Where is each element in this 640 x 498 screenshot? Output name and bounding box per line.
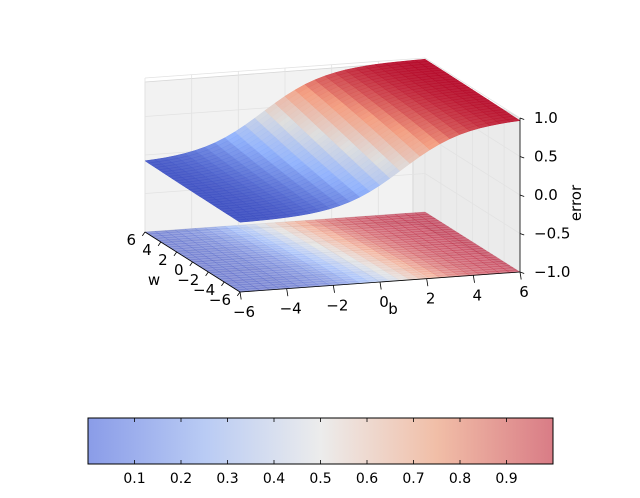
colorbar-tick-label: 0.1 [123,471,145,487]
x-tick [379,281,382,290]
y-tick [236,291,241,297]
y-tick [173,251,177,257]
y-tick-label: −2 [177,271,199,289]
colorbar-tick-label: 0.9 [495,471,517,487]
x-tick [332,285,335,293]
x-tick [239,291,242,300]
y-tick [189,261,193,267]
x-tick-label: −6 [233,303,255,321]
x-tick-label: −4 [280,300,302,318]
x-tick [472,275,475,283]
z-tick-label: −1.0 [534,263,570,281]
z-tick-label: 1.0 [534,109,558,127]
y-tick-label: 4 [142,241,152,259]
z-tick [519,117,525,120]
z-ticks: −1.0 −0.5 0.0 0.5 1.0 [519,109,570,281]
colorbar-gradient [87,417,554,465]
grid-line [424,173,521,234]
surface-facet [505,118,521,123]
x-tick [286,288,289,297]
y-tick-label: −4 [193,281,215,299]
grid-line [424,134,521,196]
y-axis-label: w [148,271,160,289]
colorbar-tick-label: 0.2 [170,471,192,487]
colorbar: 0.1 0.2 0.3 0.4 0.5 0.6 0.7 0.8 0.9 [87,417,554,487]
x-axis-label: b [388,300,398,318]
x-tick-label: 2 [426,290,436,308]
z-tick-label: 0.5 [534,148,558,166]
colorbar-tick-label: 0.5 [309,471,331,487]
x-tick-label: 0 [379,293,389,311]
colorbar-tick-label: 0.3 [216,471,238,487]
colorbar-tick-label: 0.6 [356,471,378,487]
contour-projection [144,211,521,293]
x-ticks: −6 −4 −2 0 2 4 6 [233,271,529,321]
y-tick-label: −6 [209,291,231,309]
x-tick-label: 4 [473,286,483,304]
grid-line [144,57,426,79]
z-tick [519,233,525,236]
x-tick [426,278,429,287]
z-tick-label: −0.5 [534,225,570,243]
colorbar-tick-label: 0.7 [402,471,424,487]
colorbar-tick-label: 0.4 [263,471,285,487]
z-tick [519,194,525,197]
colorbar-ticks: 0.1 0.2 0.3 0.4 0.5 0.6 0.7 0.8 0.9 [123,418,518,487]
y-tick-label: 0 [174,261,184,279]
grid-line [424,57,521,119]
z-tick [519,156,525,159]
z-axis-label: error [567,184,585,221]
colorbar-tick-label: 0.8 [449,471,471,487]
x-tick-label: −2 [326,296,348,314]
z-tick [519,271,525,274]
y-tick [157,241,162,247]
y-tick-label: 2 [158,251,168,269]
y-tick [205,271,209,277]
y-tick [141,231,146,237]
y-tick-label: 6 [126,231,136,249]
surface-plot [144,58,521,223]
z-tick-label: 0.0 [534,186,558,204]
x-tick [519,271,522,280]
x-tick-label: 6 [519,283,529,301]
y-tick [221,281,225,287]
